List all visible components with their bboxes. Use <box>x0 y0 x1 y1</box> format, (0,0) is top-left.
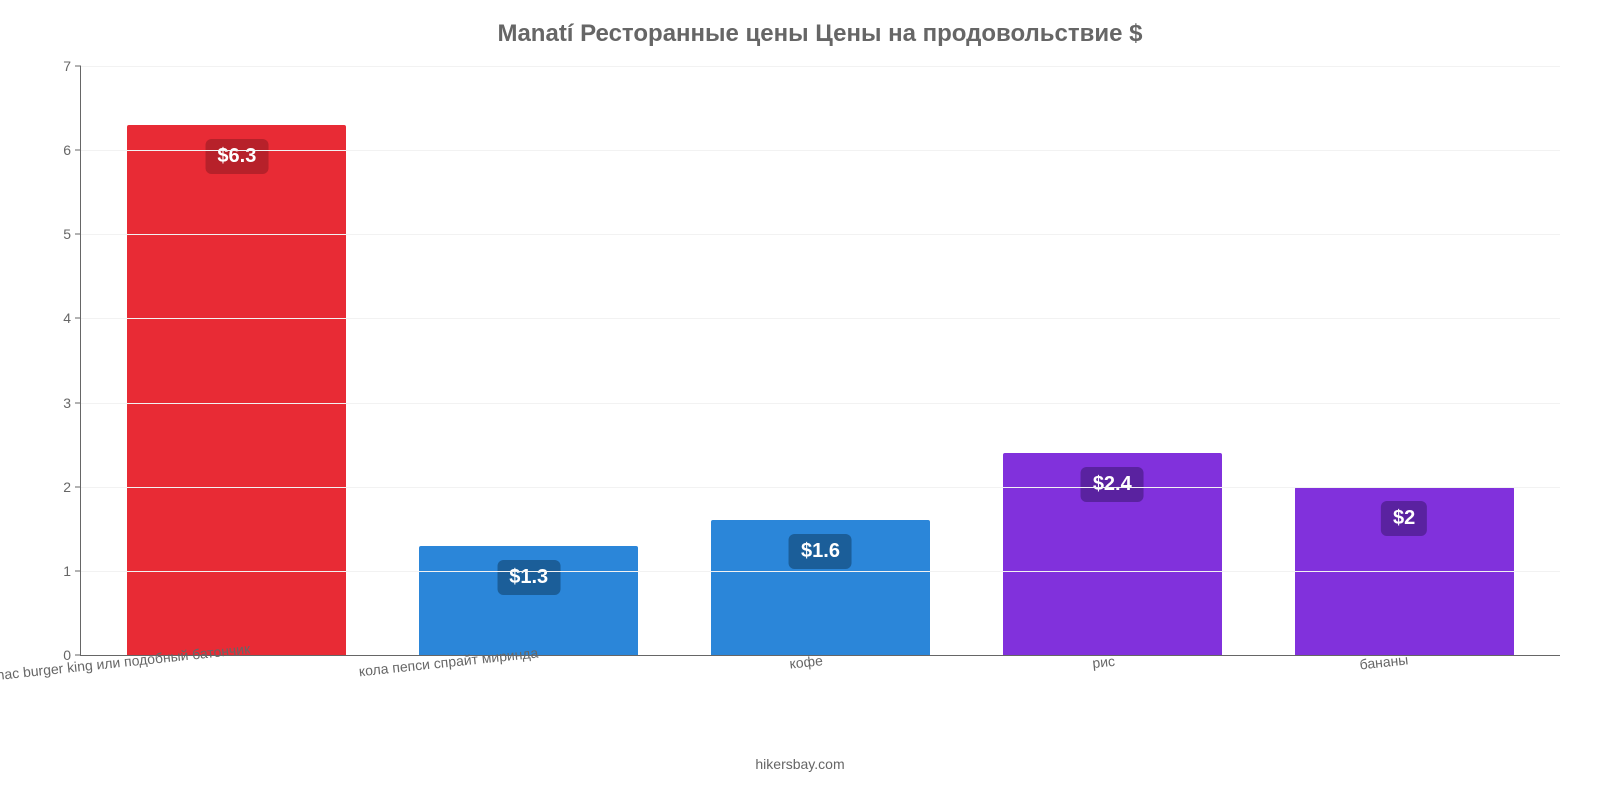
grid-line <box>81 318 1560 319</box>
bar-slot: $2.4 <box>966 66 1258 655</box>
x-label-slot: рис <box>966 648 1258 670</box>
bar-slot: $1.3 <box>383 66 675 655</box>
grid-line <box>81 150 1560 151</box>
grid-line <box>81 66 1560 67</box>
plot-area: $6.3$1.3$1.6$2.4$2 01234567 <box>80 66 1560 656</box>
x-label-slot: mac burger king или подобный батончик <box>90 648 382 670</box>
y-tick-label: 7 <box>63 58 81 74</box>
x-axis-labels: mac burger king или подобный батончиккол… <box>80 648 1560 670</box>
y-tick-label: 2 <box>63 479 81 495</box>
bar-slot: $1.6 <box>675 66 967 655</box>
y-tick-label: 3 <box>63 395 81 411</box>
grid-line <box>81 487 1560 488</box>
grid-line <box>81 571 1560 572</box>
value-badge: $1.3 <box>497 560 560 595</box>
y-tick-label: 4 <box>63 310 81 326</box>
x-axis-label: кофе <box>788 646 823 671</box>
bar: $6.3 <box>127 125 346 655</box>
y-tick-label: 6 <box>63 142 81 158</box>
value-badge: $2 <box>1381 501 1427 536</box>
x-label-slot: бананы <box>1258 648 1550 670</box>
grid-line <box>81 403 1560 404</box>
chart-title: Manatí Ресторанные цены Цены на продовол… <box>80 20 1560 48</box>
bar: $1.6 <box>711 520 930 655</box>
y-tick-label: 1 <box>63 563 81 579</box>
bar: $2.4 <box>1003 453 1222 655</box>
value-badge: $1.6 <box>789 534 852 569</box>
x-axis-label: бананы <box>1358 645 1409 672</box>
bar-slot: $6.3 <box>91 66 383 655</box>
value-badge: $2.4 <box>1081 467 1144 502</box>
grid-line <box>81 234 1560 235</box>
bar-slot: $2 <box>1258 66 1550 655</box>
x-axis-label: рис <box>1091 647 1116 671</box>
x-label-slot: кола пепси спрайт миринда <box>382 648 674 670</box>
attribution-text: hikersbay.com <box>0 756 1600 772</box>
value-badge: $6.3 <box>205 139 268 174</box>
y-tick-label: 5 <box>63 226 81 242</box>
bars-container: $6.3 $1.3 $1.6 $2.4 $2 <box>81 66 1560 655</box>
x-label-slot: кофе <box>674 648 966 670</box>
price-bar-chart: Manatí Ресторанные цены Цены на продовол… <box>0 0 1600 800</box>
